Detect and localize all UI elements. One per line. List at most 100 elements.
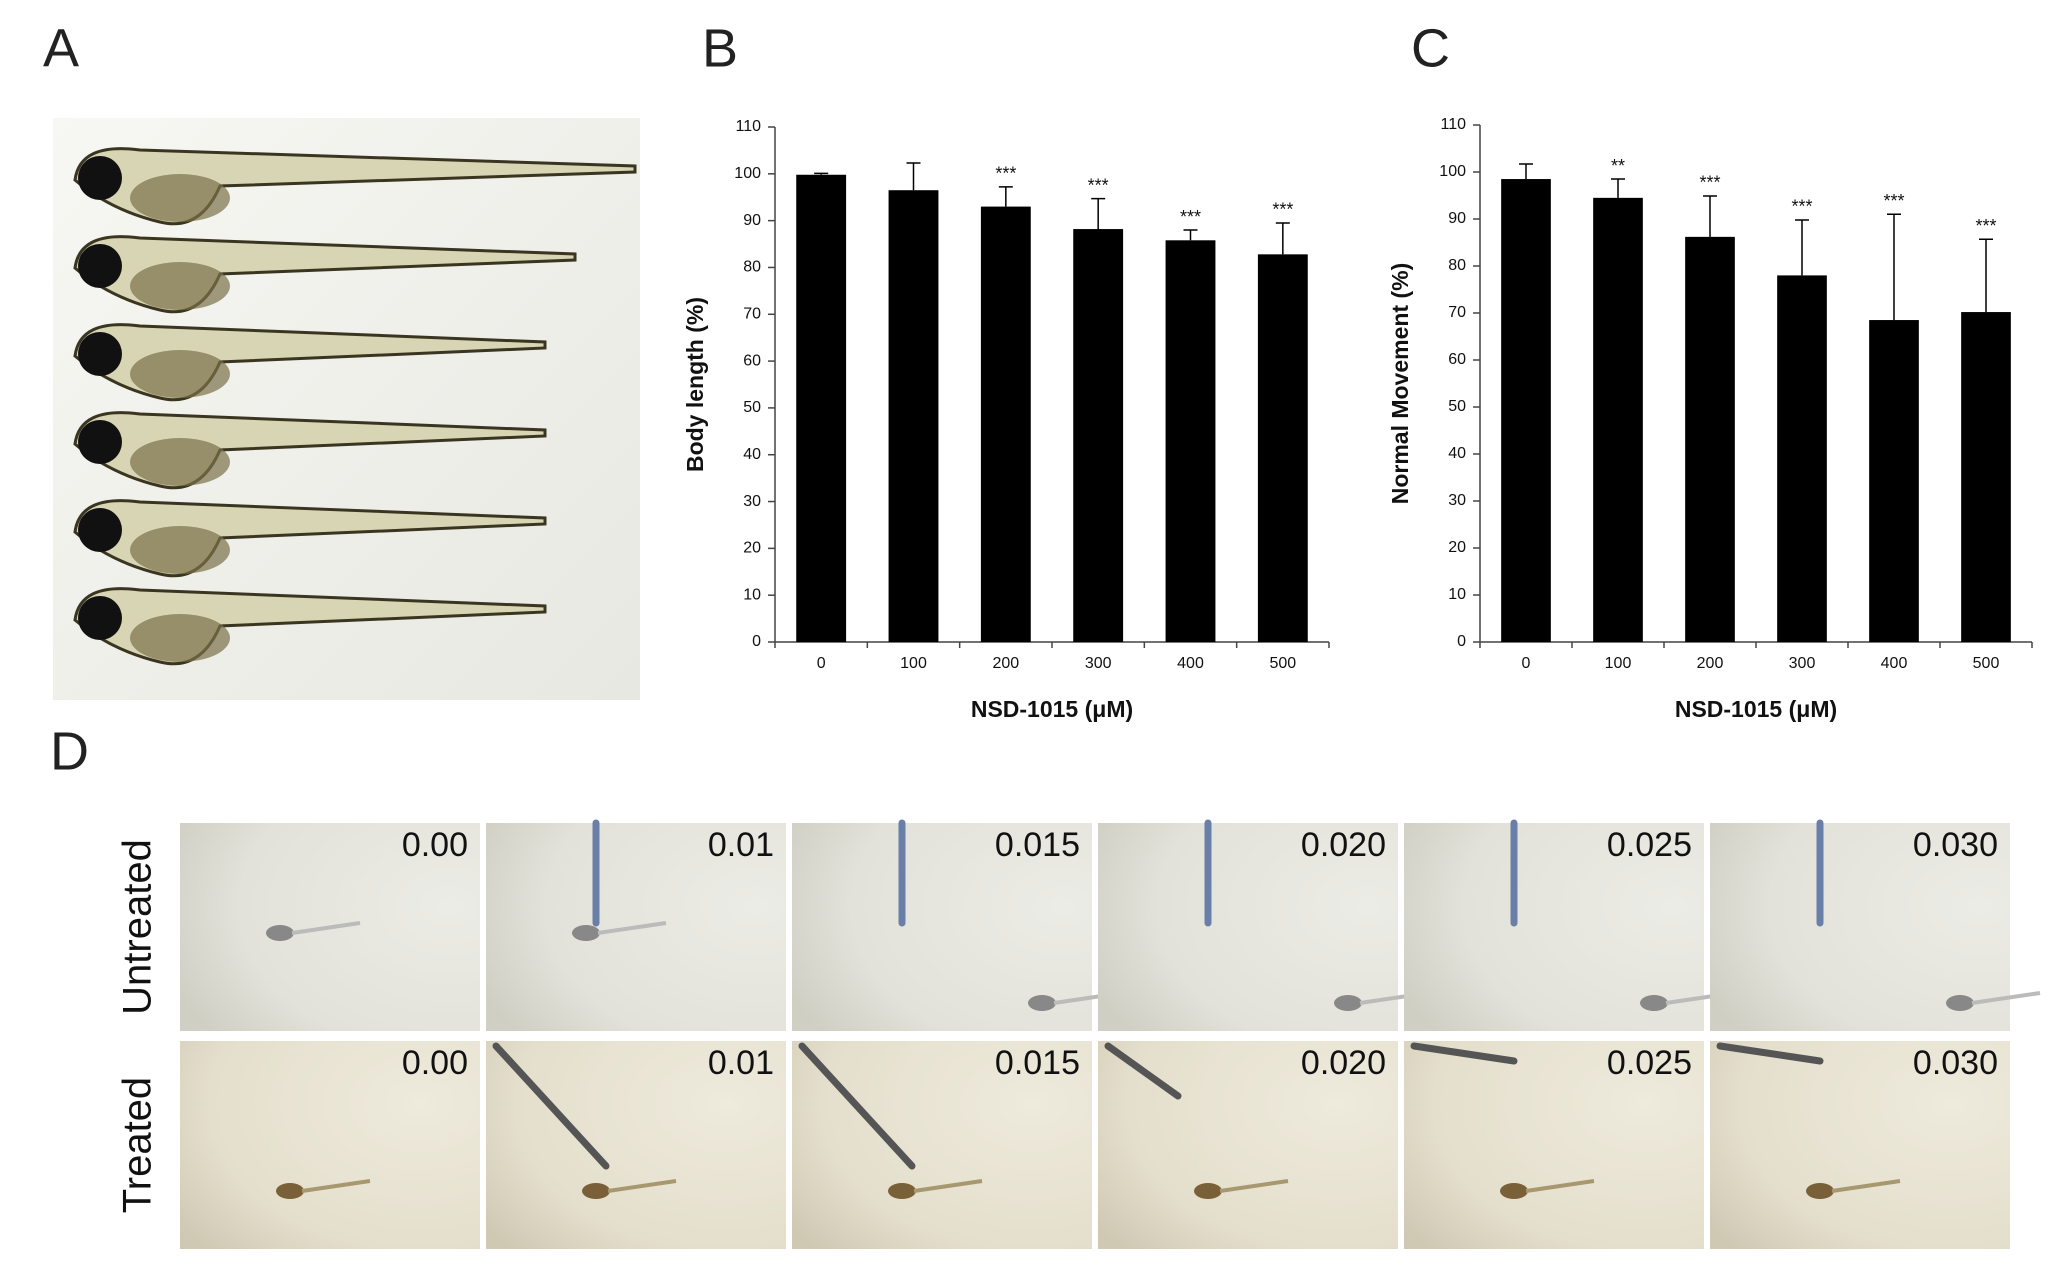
significance: ** <box>1611 156 1625 176</box>
significance: *** <box>1180 207 1201 227</box>
larva-tail <box>1831 1179 1901 1193</box>
bar <box>980 206 1031 642</box>
significance: *** <box>1883 191 1904 211</box>
error-bar <box>1887 213 1901 321</box>
larva <box>888 1183 916 1199</box>
y-tick-label: 40 <box>1448 445 1466 462</box>
time-label: 0.030 <box>1913 1044 1998 1082</box>
x-axis-label: NSD-1015 (μM) <box>1675 696 1837 722</box>
time-label: 0.015 <box>995 826 1080 864</box>
larva-yolk <box>130 262 230 310</box>
larva <box>1028 995 1056 1011</box>
x-tick-label: 100 <box>1605 655 1632 672</box>
time-label: 0.025 <box>1607 1044 1692 1082</box>
time-label: 0.015 <box>995 1044 1080 1082</box>
significance: *** <box>1791 197 1812 217</box>
error-bar <box>1795 219 1809 276</box>
significance: *** <box>1975 216 1996 236</box>
frame <box>1710 1041 2010 1249</box>
larva-tail <box>1219 1179 1289 1193</box>
larva-tail <box>1525 1179 1595 1193</box>
y-tick-label: 90 <box>743 212 761 229</box>
y-tick-label: 80 <box>1448 257 1466 274</box>
error-bar <box>814 172 829 175</box>
y-tick-label: 30 <box>743 493 761 510</box>
probe <box>1104 1042 1182 1100</box>
larva-tail <box>597 921 667 935</box>
y-tick-label: 20 <box>1448 539 1466 556</box>
time-label: 0.00 <box>402 1044 468 1082</box>
larva-yolk <box>130 438 230 486</box>
x-tick-label: 400 <box>1177 655 1204 672</box>
time-label: 0.01 <box>708 826 774 864</box>
bar <box>1961 312 2011 642</box>
time-label: 0.00 <box>402 826 468 864</box>
larva <box>1194 1183 1222 1199</box>
significance: *** <box>1699 173 1720 193</box>
larva <box>266 925 294 941</box>
bar <box>1593 197 1643 642</box>
probe <box>1410 1042 1518 1065</box>
probe <box>1716 1042 1824 1065</box>
frame <box>1404 1041 1704 1249</box>
timelapse: 0.00 0.01 0.015 0.020 0.025 0.030 0.00 0.01 0.01… <box>180 819 2041 1249</box>
y-tick-label: 90 <box>1448 210 1466 227</box>
larva-eye <box>78 244 122 288</box>
bar <box>1777 275 1827 642</box>
time-label: 0.025 <box>1607 826 1692 864</box>
larva <box>572 925 600 941</box>
larva <box>1946 995 1974 1011</box>
error-bar <box>1519 163 1533 180</box>
larva-yolk <box>130 350 230 398</box>
larva <box>276 1183 304 1199</box>
error-bar <box>1611 178 1625 198</box>
error-bar <box>1091 197 1106 230</box>
larva <box>582 1183 610 1199</box>
larva-yolk <box>130 526 230 574</box>
y-tick-label: 30 <box>1448 492 1466 509</box>
y-tick-label: 40 <box>743 446 761 463</box>
panel-label: C <box>1411 18 1450 78</box>
probe <box>798 1042 916 1170</box>
time-label: 0.01 <box>708 1044 774 1082</box>
larva-eye <box>78 596 122 640</box>
error-bar <box>906 162 921 191</box>
larva <box>1334 995 1362 1011</box>
row-label: Treated <box>116 1077 160 1213</box>
x-tick-label: 400 <box>1881 655 1908 672</box>
y-tick-label: 80 <box>743 259 761 276</box>
error-bar <box>998 186 1013 207</box>
frame <box>180 1041 480 1249</box>
x-tick-label: 300 <box>1789 655 1816 672</box>
y-tick-label: 10 <box>1448 586 1466 603</box>
error-bar <box>1275 222 1290 255</box>
x-axis-label: NSD-1015 (μM) <box>971 696 1133 722</box>
y-tick-label: 50 <box>1448 398 1466 415</box>
significance: *** <box>1088 175 1109 195</box>
y-tick-label: 0 <box>1457 633 1466 650</box>
frame <box>792 1041 1092 1249</box>
bar <box>1869 320 1919 642</box>
bar <box>1257 254 1308 642</box>
y-tick-label: 110 <box>735 118 761 135</box>
larva-eye <box>78 332 122 376</box>
y-tick-label: 100 <box>734 165 761 182</box>
bar <box>1501 179 1551 643</box>
y-tick-label: 100 <box>1439 163 1466 180</box>
y-axis-label: Normal Movement (%) <box>1387 263 1413 505</box>
bar <box>1165 240 1216 643</box>
larva <box>1806 1183 1834 1199</box>
panel-label: D <box>50 721 89 781</box>
y-tick-label: 110 <box>1440 116 1466 133</box>
time-label: 0.030 <box>1913 826 1998 864</box>
y-axis-label: Body length (%) <box>682 297 708 472</box>
bar <box>1073 229 1124 642</box>
larvae <box>73 147 637 666</box>
larva-tail <box>1971 991 2041 1005</box>
x-tick-label: 500 <box>1973 655 2000 672</box>
larva <box>1640 995 1668 1011</box>
larva-tail <box>913 1179 983 1193</box>
y-tick-label: 10 <box>743 586 761 603</box>
significance: *** <box>995 164 1016 184</box>
